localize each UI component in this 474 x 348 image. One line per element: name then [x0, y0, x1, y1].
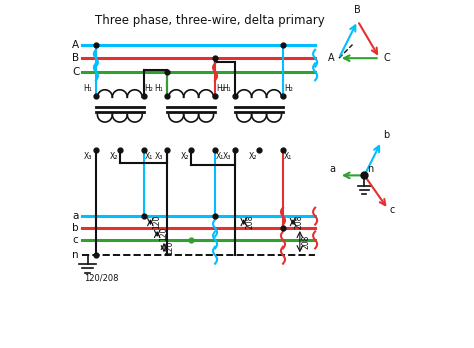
Text: X₃: X₃: [83, 152, 92, 161]
Text: H₁: H₁: [155, 84, 163, 93]
Text: X₁: X₁: [216, 152, 224, 161]
Text: a: a: [329, 164, 336, 174]
Text: X₂: X₂: [249, 152, 257, 161]
Text: H₁: H₁: [222, 84, 231, 93]
Text: H₂: H₂: [284, 84, 293, 93]
Text: X₃: X₃: [223, 152, 231, 161]
Text: H₁: H₁: [83, 84, 92, 93]
Text: C: C: [72, 67, 80, 77]
Text: X₂: X₂: [181, 152, 190, 161]
Text: X₃: X₃: [155, 152, 163, 161]
Text: 120: 120: [152, 215, 161, 229]
Text: H₂: H₂: [216, 84, 225, 93]
Text: 208: 208: [301, 235, 310, 249]
Text: 120: 120: [166, 240, 174, 255]
Text: c: c: [390, 205, 395, 215]
Text: 208: 208: [246, 215, 255, 229]
Text: 208: 208: [295, 215, 304, 229]
Text: c: c: [72, 235, 78, 245]
Text: A: A: [328, 53, 335, 63]
Text: n: n: [72, 250, 79, 260]
Text: X₁: X₁: [145, 152, 153, 161]
Text: 120: 120: [159, 227, 168, 241]
Text: X₁: X₁: [284, 152, 292, 161]
Text: X₂: X₂: [110, 152, 118, 161]
Text: b: b: [72, 223, 79, 233]
Text: b: b: [383, 130, 389, 140]
Text: n: n: [367, 164, 374, 174]
Text: a: a: [72, 211, 79, 221]
Text: A: A: [72, 40, 79, 50]
Text: 120/208: 120/208: [84, 274, 118, 283]
Text: B: B: [72, 53, 79, 63]
Text: B: B: [354, 5, 361, 15]
Text: C: C: [384, 53, 391, 63]
Text: H₂: H₂: [145, 84, 154, 93]
Text: Three phase, three-wire, delta primary: Three phase, three-wire, delta primary: [95, 14, 325, 27]
